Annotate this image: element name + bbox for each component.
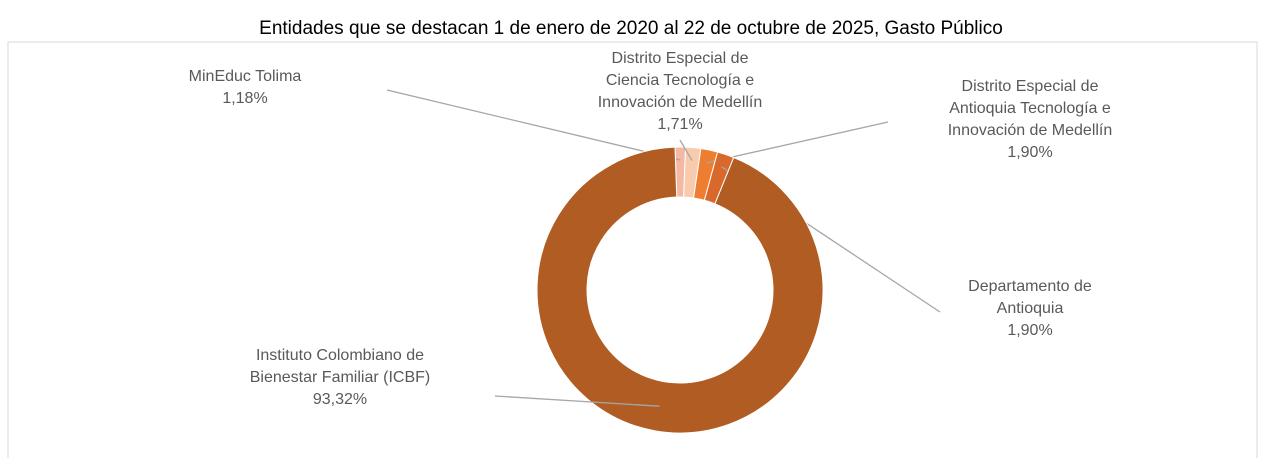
leader-line bbox=[494, 395, 660, 407]
label-name: Instituto Colombiano de Bienestar Famili… bbox=[249, 347, 431, 386]
label-value: 93,32% bbox=[312, 391, 368, 408]
label-value: 1,90% bbox=[1007, 322, 1053, 339]
label-name: MinEduc Tolima bbox=[188, 68, 302, 85]
leader-line bbox=[386, 89, 681, 161]
frame bbox=[7, 41, 1258, 458]
leader-line bbox=[706, 121, 889, 164]
leader-line bbox=[679, 139, 693, 161]
label-name: Distrito Especial de Antioquia Tecnologí… bbox=[947, 78, 1113, 139]
label-name: Distrito Especial de Ciencia Tecnología … bbox=[597, 50, 763, 111]
chart-title: Entidades que se destacan 1 de enero de … bbox=[259, 18, 1003, 39]
data-label: MinEduc Tolima 1,18% bbox=[165, 66, 325, 110]
donut-slice bbox=[536, 146, 824, 434]
label-value: 1,90% bbox=[1007, 144, 1053, 161]
label-name: Departamento de Antioquia bbox=[968, 278, 1092, 317]
data-label: Distrito Especial de Antioquia Tecnologí… bbox=[935, 76, 1125, 164]
data-label: Departamento de Antioquia 1,90% bbox=[955, 276, 1105, 342]
label-value: 1,18% bbox=[222, 90, 268, 107]
data-label: Instituto Colombiano de Bienestar Famili… bbox=[245, 345, 435, 411]
label-value: 1,71% bbox=[657, 116, 703, 133]
data-label: Distrito Especial de Ciencia Tecnología … bbox=[585, 48, 775, 136]
